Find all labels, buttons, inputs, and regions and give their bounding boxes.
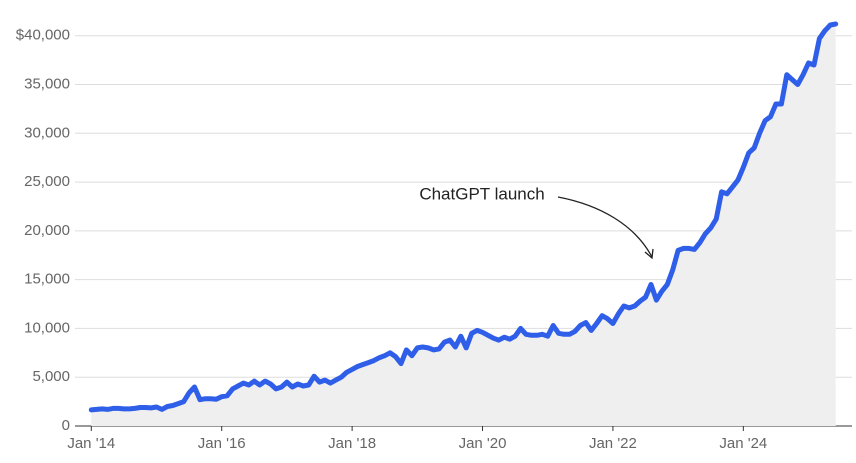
annotation-arrow [557,196,653,258]
y-tick-label: 5,000 [32,368,70,385]
plot [88,21,839,426]
y-tick-label: 0 [62,417,70,434]
y-tick-label: 25,000 [24,173,70,190]
grid [75,35,852,431]
line [88,21,839,413]
annotation-arrowhead [644,248,654,260]
y-tick-label: 20,000 [24,222,70,239]
x-tick-label: Jan '18 [328,435,376,452]
x-tick-label: Jan '16 [198,435,246,452]
y-tick-label: $40,000 [16,27,70,44]
y-tick-label: 10,000 [24,319,70,336]
area [91,24,836,426]
y-tick-label: 35,000 [24,75,70,92]
x-tick-label: Jan '20 [459,435,507,452]
annotation: ChatGPT launch [419,184,544,203]
y-tick-label: 15,000 [24,271,70,288]
y-tick-label: 30,000 [24,124,70,141]
x-tick-label: Jan '14 [67,435,115,452]
x-tick-label: Jan '24 [719,435,767,452]
x-tick-label: Jan '22 [589,435,637,452]
